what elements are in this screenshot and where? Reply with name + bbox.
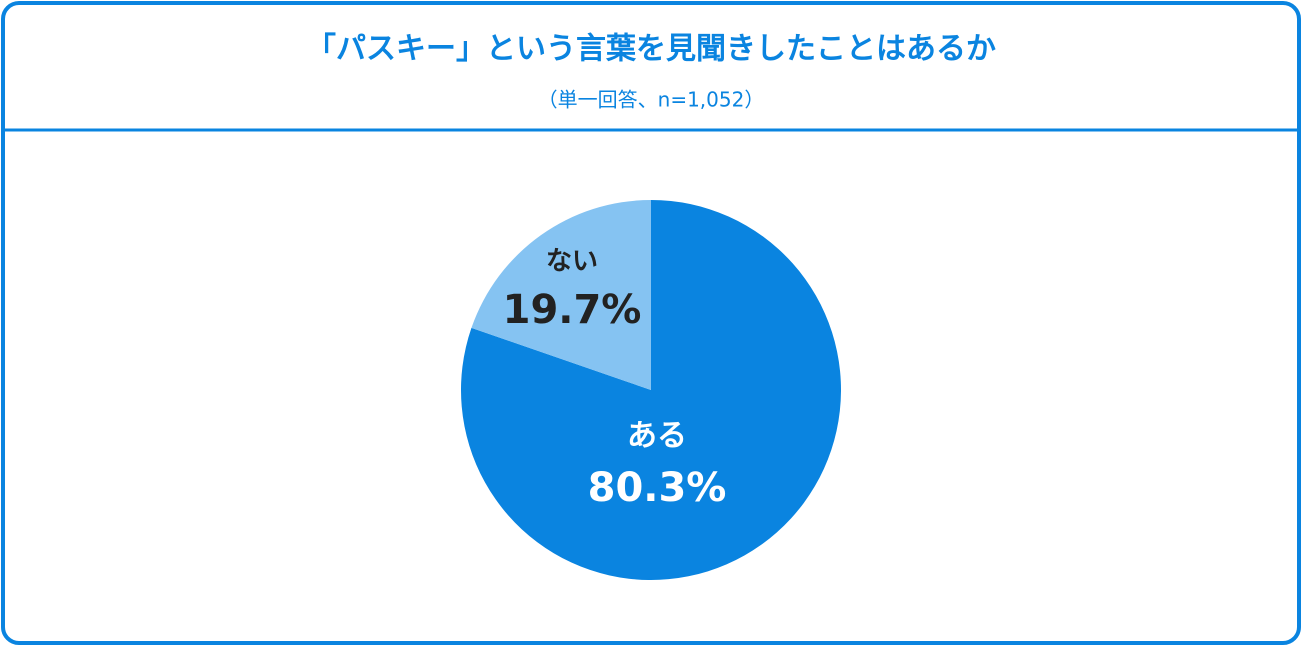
slice-category-label: ない (546, 247, 598, 277)
chart-title: 「パスキー」という言葉を見聞きしたことはあるか (306, 32, 996, 67)
pie-slice (471, 200, 651, 390)
slice-value-label: 19.7% (503, 287, 642, 333)
slice-category-label: ある (627, 419, 687, 454)
slice-value-label: 80.3% (588, 465, 727, 511)
pie-slice (461, 200, 841, 581)
chart-subtitle: （単一回答、n=1,052） (538, 88, 765, 112)
